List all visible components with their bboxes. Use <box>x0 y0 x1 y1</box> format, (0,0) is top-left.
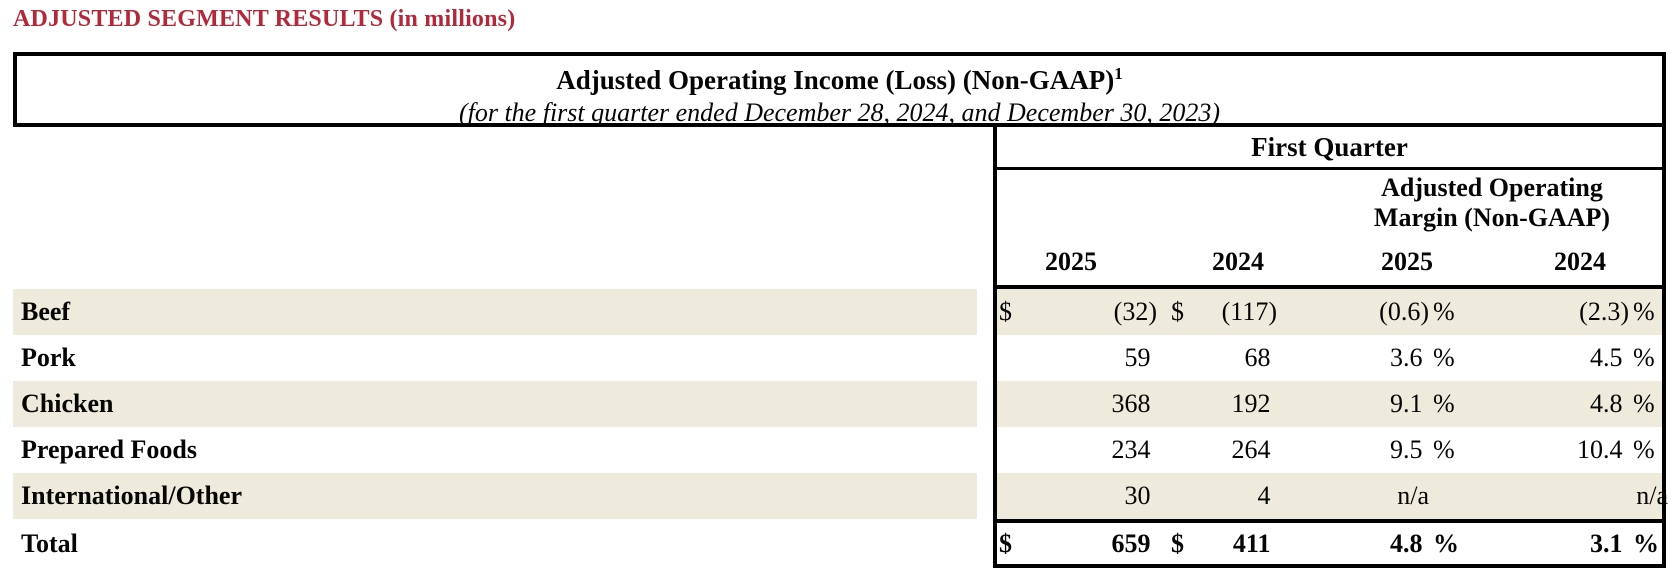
rule-below-first-quarter <box>993 167 1666 170</box>
table-row-pork: Pork 59 68 3.6 % 4.5 % <box>0 335 1676 381</box>
margin-header-line2: Margin (Non-GAAP) <box>1373 203 1611 232</box>
percent-symbol: % <box>1433 343 1455 372</box>
percent-symbol: % <box>1433 297 1455 326</box>
segment-label: International/Other <box>21 481 242 510</box>
data-box-left-border <box>993 127 997 568</box>
year-header-income-2025: 2025 <box>1045 247 1097 276</box>
rule-above-total <box>993 519 1666 523</box>
year-header-income-2024: 2024 <box>1212 247 1264 276</box>
margin-2025-value: 9.1 <box>1390 389 1429 418</box>
income-2024-total: 411 <box>1232 529 1277 558</box>
table-row-beef: Beef $ (32) $ (117) (0.6) % (2.3) % <box>0 289 1676 335</box>
percent-symbol: % <box>1633 389 1655 418</box>
income-2025-value: 59 <box>1124 343 1157 372</box>
table-subtitle: (for the first quarter ended December 28… <box>458 98 1221 127</box>
row-bg-left <box>13 335 977 381</box>
margin-2024-value: n/a <box>1636 481 1668 510</box>
table-row-total: Total $ 659 $ 411 4.8 % 3.1 % <box>0 523 1676 564</box>
row-stripe-right <box>997 381 1662 427</box>
income-2025-value: 368 <box>1111 389 1157 418</box>
table-title: Adjusted Operating Income (Loss) (Non-GA… <box>17 57 1662 97</box>
margin-2025-value: 3.6 <box>1390 343 1429 372</box>
income-2025-value: (32) <box>1113 297 1157 326</box>
table-title-box: Adjusted Operating Income (Loss) (Non-GA… <box>13 52 1666 127</box>
percent-symbol: % <box>1633 435 1655 464</box>
income-2025-total: 659 <box>1111 529 1157 558</box>
income-2024-value: 4 <box>1257 481 1277 510</box>
row-stripe-left <box>13 289 977 335</box>
rule-table-bottom <box>993 564 1666 568</box>
year-header-margin-2025: 2025 <box>1381 247 1433 276</box>
currency-symbol: $ <box>1171 529 1184 558</box>
margin-2024-value: 4.8 <box>1590 389 1629 418</box>
segment-label: Total <box>21 529 78 558</box>
percent-symbol: % <box>1433 529 1459 558</box>
row-bg-left <box>13 523 977 564</box>
income-2024-value: 192 <box>1231 389 1277 418</box>
margin-2025-total: 4.8 <box>1390 529 1429 558</box>
row-stripe-left <box>13 473 977 519</box>
margin-2024-value: (2.3) <box>1579 297 1629 326</box>
margin-2025-value: 9.5 <box>1390 435 1429 464</box>
year-header-row: 2025 2024 2025 2024 <box>0 245 1676 279</box>
column-group-header-adjusted-operating-margin: Adjusted Operating Margin (Non-GAAP) <box>1322 173 1662 233</box>
row-stripe-right <box>997 289 1662 335</box>
income-2024-value: (117) <box>1221 297 1277 326</box>
table-row-international-other: International/Other 30 4 n/a n/a <box>0 473 1676 519</box>
segment-label: Beef <box>21 297 71 326</box>
page-title: ADJUSTED SEGMENT RESULTS (in millions) <box>13 6 516 32</box>
percent-symbol: % <box>1633 343 1655 372</box>
table-title-text: Adjusted Operating Income (Loss) (Non-GA… <box>556 65 1115 95</box>
income-2024-value: 68 <box>1244 343 1277 372</box>
column-group-header-first-quarter: First Quarter <box>1251 132 1408 162</box>
margin-2024-value: 10.4 <box>1577 435 1629 464</box>
percent-symbol: % <box>1433 389 1455 418</box>
margin-2024-total: 3.1 <box>1590 529 1629 558</box>
margin-2024-value: 4.5 <box>1590 343 1629 372</box>
currency-symbol: $ <box>1171 297 1184 326</box>
segment-label: Prepared Foods <box>21 435 197 464</box>
row-stripe-left <box>13 381 977 427</box>
footnote-marker: 1 <box>1114 64 1123 83</box>
percent-symbol: % <box>1633 297 1655 326</box>
table-row-chicken: Chicken 368 192 9.1 % 4.8 % <box>0 381 1676 427</box>
row-stripe-right <box>997 473 1662 519</box>
currency-symbol: $ <box>999 297 1012 326</box>
segment-label: Chicken <box>21 389 114 418</box>
percent-symbol: % <box>1633 529 1659 558</box>
currency-symbol: $ <box>999 529 1012 558</box>
table-row-prepared-foods: Prepared Foods 234 264 9.5 % 10.4 % <box>0 427 1676 473</box>
income-2025-value: 234 <box>1111 435 1157 464</box>
data-box-right-border <box>1662 127 1666 568</box>
income-2025-value: 30 <box>1124 481 1157 510</box>
income-2024-value: 264 <box>1231 435 1277 464</box>
percent-symbol: % <box>1433 435 1455 464</box>
margin-2025-value: n/a <box>1397 481 1429 510</box>
year-header-margin-2024: 2024 <box>1554 247 1606 276</box>
segment-label: Pork <box>21 343 76 372</box>
rule-below-column-headers <box>993 285 1666 289</box>
margin-header-line1: Adjusted Operating <box>1381 173 1603 202</box>
margin-2025-value: (0.6) <box>1379 297 1429 326</box>
